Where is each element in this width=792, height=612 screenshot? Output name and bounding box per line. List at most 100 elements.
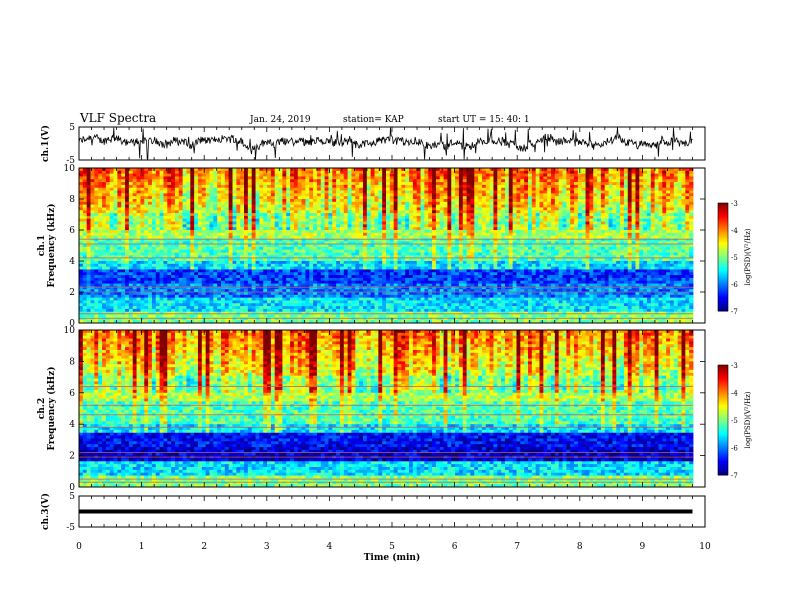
- spectrogram-cell: [470, 187, 475, 191]
- spectrogram-cell: [236, 221, 241, 225]
- spectrogram-cell: [501, 207, 506, 211]
- spectrogram-cell: [616, 187, 621, 191]
- spectrogram-cell: [485, 246, 491, 251]
- spectrogram-cell: [148, 232, 153, 237]
- spectrogram-cell: [205, 179, 210, 183]
- spectrogram-cell: [409, 249, 414, 253]
- spectrogram-cell: [171, 173, 176, 177]
- spectrogram-cell: [593, 232, 598, 237]
- spectrogram-cell: [309, 201, 314, 206]
- spectrogram-cell: [255, 199, 260, 203]
- spectrogram-cell: [677, 246, 682, 251]
- spectrogram-cell: [274, 190, 279, 194]
- spectrogram-cell: [643, 187, 648, 191]
- spectrogram-cell: [600, 246, 606, 251]
- spectrogram-cell: [608, 213, 613, 217]
- ch1-waveform-panel: 5-5ch.1(V): [40, 123, 706, 166]
- spectrogram-cell: [144, 230, 149, 234]
- spectrogram-cell: [462, 230, 467, 234]
- spectrogram-cell: [424, 190, 429, 194]
- spectrogram-cell: [504, 196, 510, 200]
- spectrogram-cell: [501, 221, 506, 225]
- spectrogram-cell: [263, 210, 268, 214]
- spectrogram-cell: [443, 249, 448, 253]
- spectrogram-cell: [121, 182, 126, 186]
- spectrogram-cell: [140, 215, 145, 220]
- spectrogram-cell: [382, 204, 387, 208]
- spectrogram-cell: [167, 244, 172, 248]
- spectrogram-cell: [186, 170, 191, 175]
- spectrogram-cell: [581, 221, 586, 225]
- spectrogram-cell: [194, 252, 199, 256]
- spectrogram-cell: [512, 190, 517, 194]
- spectrogram-cell: [593, 215, 598, 220]
- spectrogram-cell: [512, 187, 517, 191]
- spectrogram-cell: [531, 193, 537, 197]
- spectrogram-cell: [585, 179, 590, 183]
- spectrogram-cell: [620, 199, 625, 203]
- spectrogram-cell: [359, 193, 364, 197]
- spectrogram-cell: [201, 249, 207, 253]
- spectrogram-cell: [493, 215, 498, 220]
- spectrogram-cell: [447, 221, 452, 225]
- spectrogram-cell: [451, 210, 456, 214]
- spectrogram-cell: [140, 176, 145, 180]
- spectrogram-cell: [197, 204, 203, 208]
- spectrogram-cell: [527, 246, 533, 251]
- spectrogram-cell: [286, 235, 291, 239]
- spectrogram-cell: [90, 184, 95, 189]
- spectrogram-cell: [163, 252, 168, 256]
- spectrogram-cell: [462, 170, 467, 175]
- spectrogram-cell: [501, 238, 506, 242]
- spectrogram-cell: [401, 235, 406, 239]
- spectrogram-cell: [378, 227, 383, 231]
- spectrogram-cell: [251, 196, 256, 200]
- spectrogram-cell: [90, 215, 95, 220]
- spectrogram-cell: [366, 199, 372, 203]
- spectrogram-cell: [148, 218, 153, 222]
- spectrogram-cell: [378, 173, 383, 177]
- spectrogram-cell: [420, 246, 425, 251]
- spectrogram-cell: [382, 232, 387, 237]
- spectrogram-cell: [301, 218, 306, 222]
- spectrogram-cell: [412, 218, 418, 222]
- spectrogram-cell: [182, 184, 187, 189]
- spectrogram-cell: [228, 235, 233, 239]
- spectrogram-cell: [297, 196, 302, 200]
- spectrogram-cell: [339, 218, 345, 222]
- spectrogram-cell: [585, 244, 590, 248]
- spectrogram-cell: [136, 201, 141, 206]
- spectrogram-cell: [620, 227, 625, 231]
- spectrogram-cell: [220, 184, 226, 189]
- spectrogram-cell: [332, 241, 337, 245]
- spectrogram-cell: [620, 249, 625, 253]
- spectrogram-cell: [128, 227, 134, 231]
- spectrogram-cell: [581, 193, 586, 197]
- spectrogram-cell: [639, 221, 644, 225]
- spectrogram-cell: [554, 241, 560, 245]
- spectrogram-cell: [416, 249, 421, 253]
- spectrogram-cell: [389, 187, 395, 191]
- spectrogram-cell: [205, 244, 210, 248]
- spectrogram-cell: [274, 224, 279, 228]
- spectrogram-cell: [635, 173, 640, 177]
- spectrogram-cell: [359, 170, 364, 175]
- spectrogram-cell: [562, 199, 567, 203]
- spectrogram-cell: [270, 221, 276, 225]
- spectrogram-cell: [267, 190, 272, 194]
- spectrogram-cell: [520, 246, 525, 251]
- spectrogram-cell: [562, 179, 567, 183]
- spectrogram-cell: [658, 207, 663, 211]
- spectrogram-cell: [539, 196, 544, 200]
- spectrogram-cell: [493, 196, 498, 200]
- spectrogram-cell: [669, 244, 675, 248]
- spectrogram-cell: [462, 210, 467, 214]
- spectrogram-cell: [305, 227, 310, 231]
- spectrogram-cell: [681, 179, 686, 183]
- spectrogram-cell: [585, 196, 590, 200]
- spectrogram-cell: [604, 224, 609, 228]
- spectrogram-cell: [409, 230, 414, 234]
- spectrogram-cell: [128, 213, 134, 217]
- spectrogram-cell: [343, 227, 349, 231]
- spectrogram-cell: [424, 176, 429, 180]
